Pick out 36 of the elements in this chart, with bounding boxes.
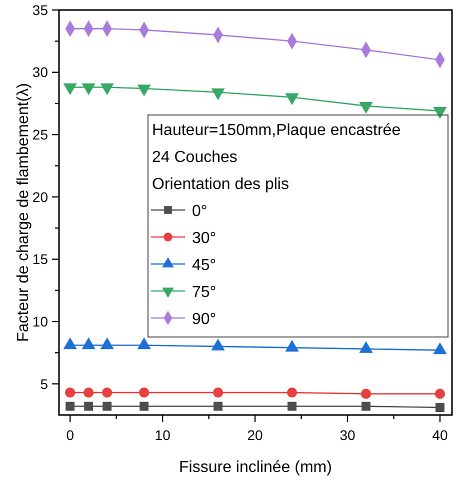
legend-label: 30° — [192, 230, 216, 247]
y-tick-label: 35 — [32, 2, 48, 18]
point — [286, 388, 298, 398]
point — [84, 402, 94, 411]
x-tick-label: 30 — [340, 427, 356, 443]
legend-label: 90° — [192, 311, 216, 328]
point — [214, 402, 223, 411]
x-tick-label: 0 — [66, 427, 74, 443]
point — [102, 402, 112, 411]
y-tick-label: 15 — [32, 251, 48, 268]
y-tick-label: 5 — [40, 376, 48, 392]
y-tick-label: 10 — [32, 313, 48, 330]
y-axis-title: Facteur de charge de flambement(λ) — [15, 83, 32, 342]
point — [84, 388, 94, 398]
point — [360, 388, 372, 399]
point — [288, 402, 296, 411]
legend-label: 75° — [192, 284, 216, 301]
x-axis-title: Fissure inclinée (mm) — [179, 459, 332, 476]
point — [213, 388, 224, 398]
point — [139, 388, 150, 398]
x-tick-label: 40 — [432, 427, 448, 443]
point — [65, 388, 76, 398]
x-tick-label: 10 — [154, 427, 171, 443]
legend-label: 45° — [192, 257, 216, 274]
point — [436, 403, 444, 412]
y-tick-label: 30 — [32, 64, 48, 80]
point — [66, 402, 75, 411]
legend-title: Hauteur=150mm,Plaque encastrée 24 Couches Orientation des plis — [152, 122, 401, 193]
y-tick-label: 25 — [32, 126, 48, 143]
x-tick-label: 20 — [247, 427, 264, 443]
point — [362, 402, 370, 411]
point — [140, 402, 149, 411]
y-tick-label: 20 — [32, 188, 48, 205]
point — [102, 388, 112, 398]
point — [434, 388, 446, 399]
legend-label: 0° — [192, 203, 208, 220]
